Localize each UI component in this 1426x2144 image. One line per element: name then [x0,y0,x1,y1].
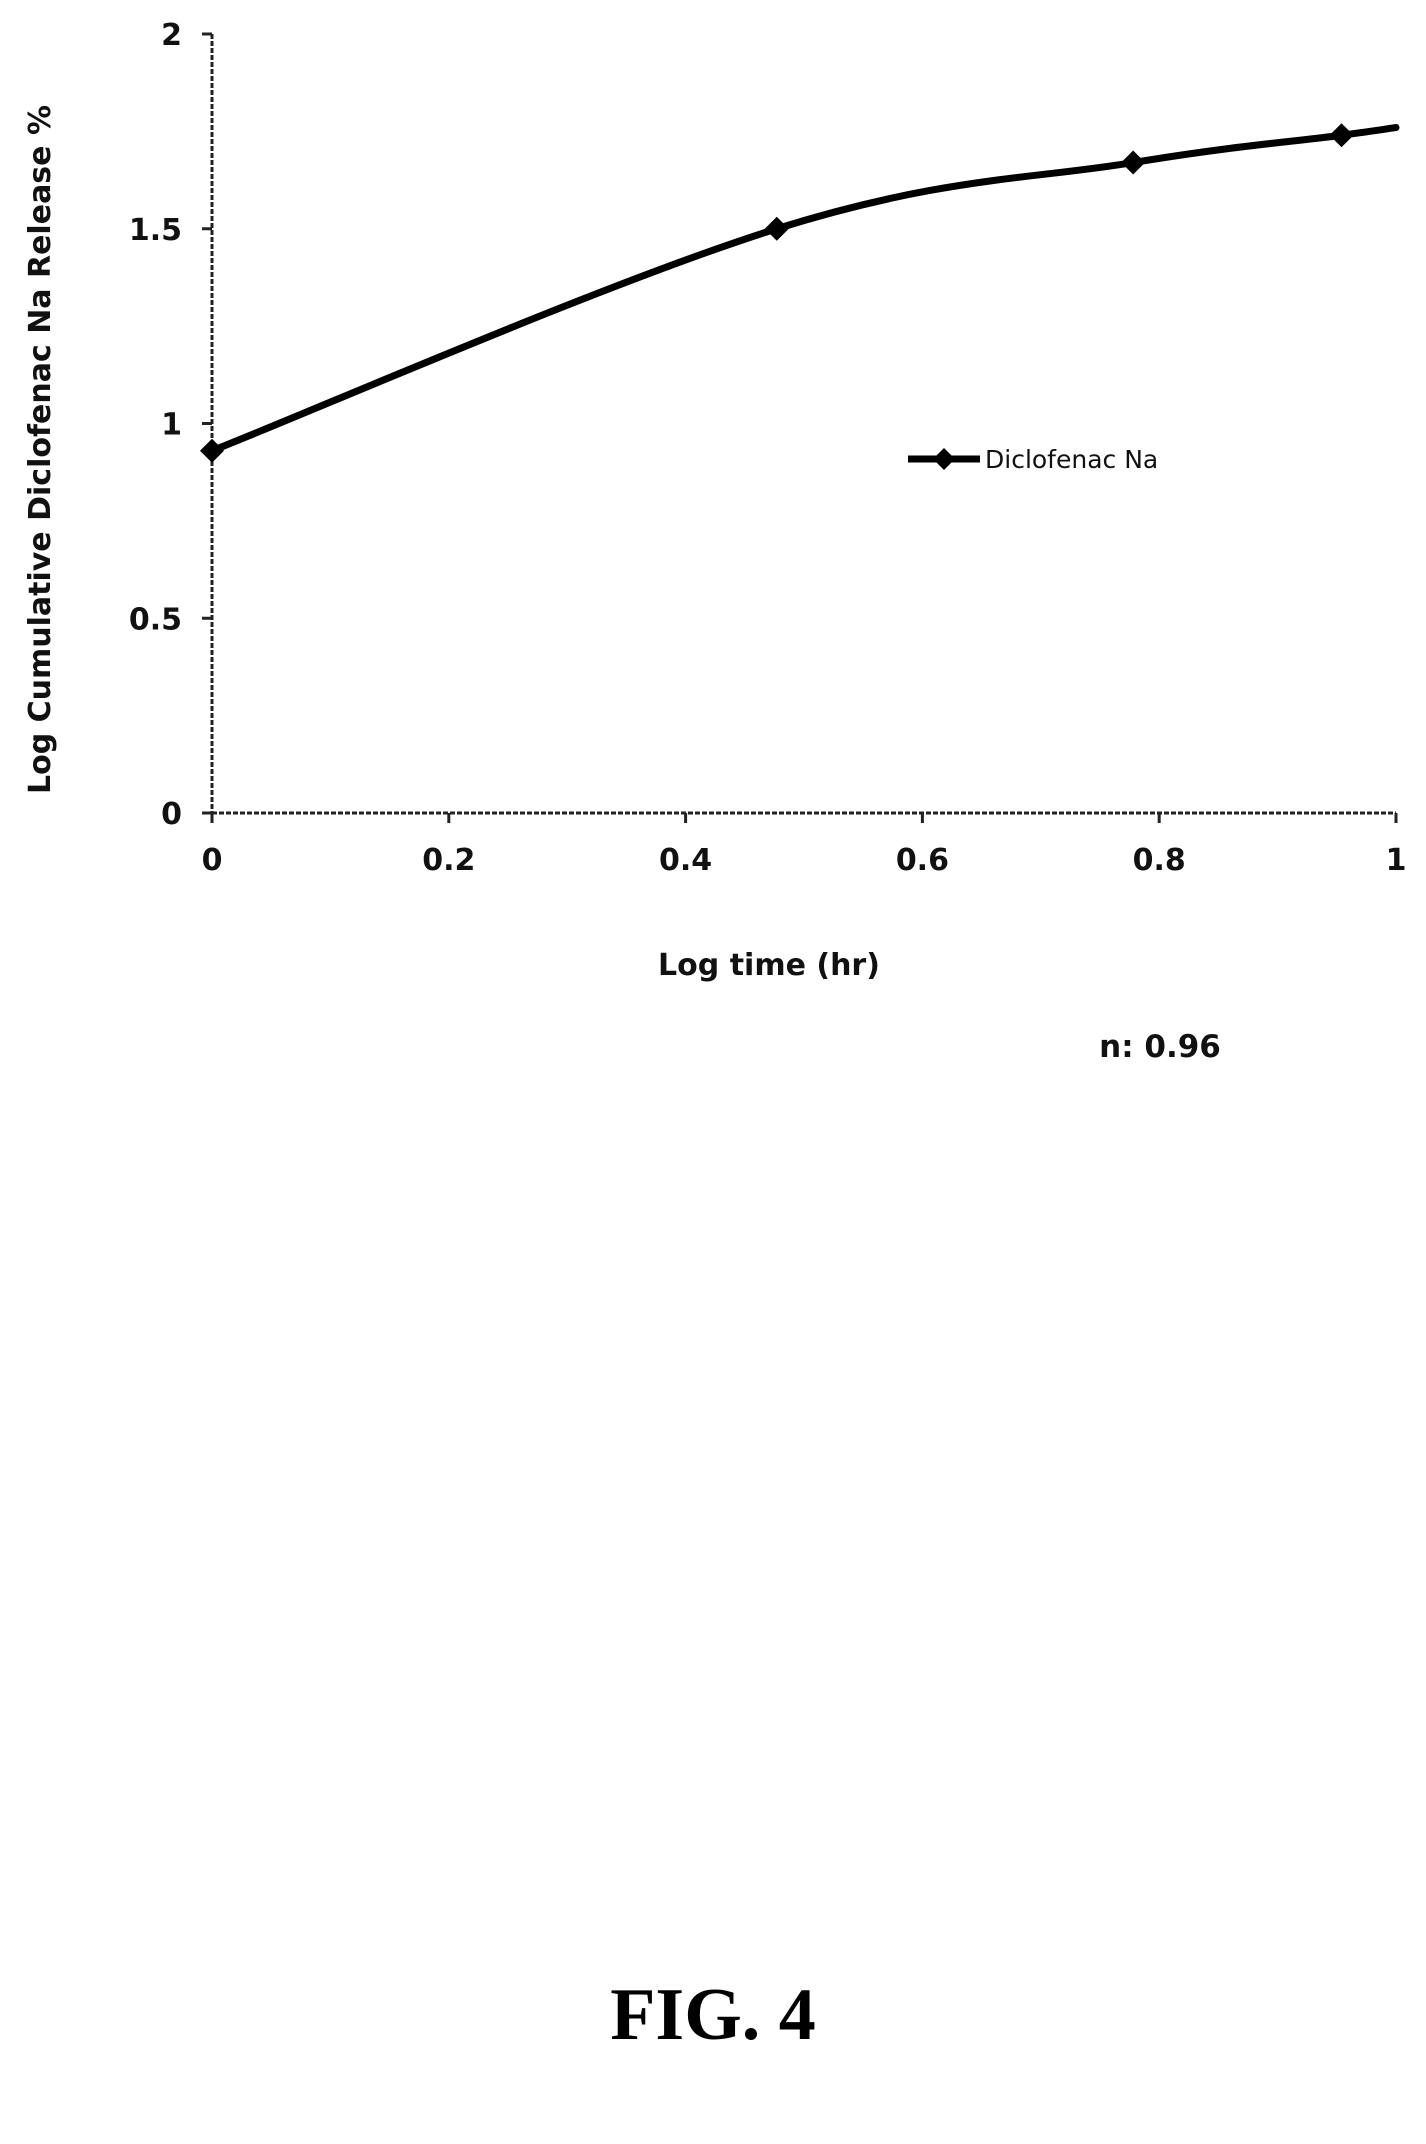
y-axis-title: Log Cumulative Diclofenac Na Release % [23,105,58,794]
series-layer [200,123,1400,463]
x-tick-label: 0.2 [422,843,475,878]
x-tick-label: 0.6 [896,843,949,878]
ticks: 0 0.5 1 1.5 2 0 0.2 0.4 0.6 0.8 1 [129,18,1407,878]
data-point-marker [200,438,224,463]
series-line-diclofenac-na [208,123,1400,455]
legend-label: Diclofenac Na [985,445,1158,474]
x-axis-title: Log time (hr) [658,948,880,983]
x-tick-label: 0.8 [1133,843,1186,878]
x-tick-label: 0.4 [659,843,712,878]
data-point-marker [1121,150,1146,175]
y-tick-label: 0 [161,797,182,832]
legend-marker [933,448,955,470]
legend: Diclofenac Na [908,445,1158,474]
y-tick-label: 2 [161,18,182,53]
y-tick-label: 0.5 [129,602,182,637]
y-tick-label: 1.5 [129,213,182,248]
x-tick-label: 0 [202,843,223,878]
data-point-marker [1329,123,1354,148]
y-tick-label: 1 [161,408,182,443]
figure-caption: FIG. 4 [610,1974,816,2056]
n-value-annotation: n: 0.96 [1099,1029,1221,1065]
data-point-marker [764,216,789,241]
x-tick-label: 1 [1386,843,1407,878]
